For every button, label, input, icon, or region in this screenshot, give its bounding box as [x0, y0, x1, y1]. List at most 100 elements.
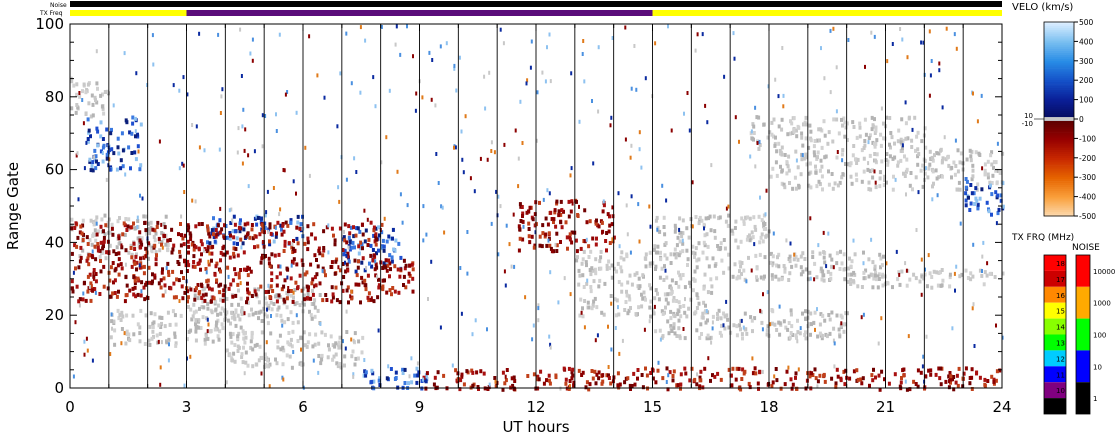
scatter-cell	[822, 119, 826, 124]
scatter-cell	[190, 317, 194, 322]
scatter-echo	[657, 360, 660, 365]
scatter-echo	[261, 144, 264, 149]
scatter-cell	[853, 252, 857, 257]
scatter-cell	[366, 243, 370, 247]
scatter-cell	[873, 144, 877, 149]
scatter-cell	[818, 373, 822, 378]
scatter-cell	[187, 244, 191, 249]
scatter-cell	[775, 328, 779, 332]
velocity-colorbar-step	[1044, 74, 1074, 77]
scatter-cell	[633, 272, 637, 277]
scatter-echo	[274, 225, 277, 230]
scatter-cell	[264, 296, 267, 301]
scatter-cell	[279, 223, 283, 228]
scatter-cell	[147, 265, 151, 270]
scatter-cell	[348, 231, 352, 236]
scatter-cell	[862, 146, 866, 150]
scatter-cell	[803, 333, 807, 337]
scatter-echo	[684, 297, 686, 302]
scatter-cell	[689, 297, 693, 302]
scatter-cell	[921, 184, 925, 189]
scatter-cell	[983, 162, 987, 167]
scatter-cell	[783, 269, 787, 274]
scatter-cell	[693, 377, 697, 382]
scatter-echo	[596, 333, 599, 338]
scatter-cell	[130, 131, 134, 136]
scatter-cell	[133, 116, 137, 121]
scatter-cell	[579, 297, 583, 302]
scatter-cell	[203, 341, 207, 346]
velocity-colorbar-step	[1044, 200, 1074, 203]
scatter-cell	[614, 313, 618, 318]
scatter-cell	[900, 376, 903, 380]
scatter-cell	[789, 377, 793, 382]
scatter-cell	[547, 378, 551, 383]
scatter-cell	[673, 223, 677, 228]
scatter-cell	[789, 312, 793, 317]
scatter-cell	[207, 262, 211, 267]
scatter-cell	[401, 371, 405, 375]
scatter-cell	[120, 266, 124, 271]
scatter-echo	[164, 289, 167, 294]
scatter-echo	[145, 295, 148, 300]
scatter-cell	[129, 225, 133, 230]
scatter-cell	[548, 243, 552, 248]
scatter-cell	[383, 278, 386, 283]
scatter-cell	[274, 294, 278, 299]
scatter-cell	[723, 314, 727, 319]
scatter-cell	[669, 252, 673, 257]
scatter-cell	[333, 344, 337, 349]
scatter-cell	[204, 292, 208, 297]
scatter-cell	[590, 369, 594, 373]
scatter-cell	[193, 297, 197, 302]
scatter-cell	[992, 379, 996, 384]
scatter-cell	[363, 239, 367, 244]
scatter-cell	[585, 380, 589, 385]
scatter-cell	[98, 248, 102, 253]
scatter-cell	[797, 125, 801, 130]
scatter-cell	[310, 302, 314, 306]
scatter-cell	[213, 272, 217, 277]
scatter-cell	[311, 288, 314, 293]
scatter-cell	[99, 224, 103, 229]
scatter-cell	[99, 269, 103, 274]
scatter-cell	[305, 344, 309, 349]
scatter-cell	[178, 249, 182, 254]
scatter-cell	[783, 266, 787, 271]
velocity-colorbar-step	[1044, 171, 1074, 174]
scatter-cell	[150, 281, 154, 286]
scatter-cell	[526, 374, 530, 378]
scatter-cell	[263, 226, 267, 230]
scatter-cell	[153, 273, 157, 278]
scatter-cell	[588, 268, 592, 272]
scatter-cell	[222, 244, 226, 249]
scatter-echo	[239, 27, 242, 32]
scatter-cell	[99, 149, 103, 154]
scatter-cell	[124, 248, 128, 253]
scatter-cell	[329, 334, 333, 339]
scatter-cell	[280, 318, 284, 323]
scatter-echo	[198, 318, 201, 323]
scatter-cell	[969, 158, 973, 163]
scatter-cell	[243, 222, 247, 227]
scatter-cell	[350, 296, 354, 301]
scatter-cell	[848, 256, 851, 261]
scatter-echo	[364, 38, 367, 43]
scatter-cell	[335, 298, 339, 303]
scatter-echo	[885, 261, 888, 266]
scatter-echo	[951, 326, 954, 331]
scatter-echo	[167, 358, 170, 363]
scatter-cell	[90, 93, 94, 98]
scatter-cell	[363, 278, 367, 283]
scatter-cell	[703, 243, 707, 248]
scatter-cell	[248, 266, 251, 271]
scatter-cell	[948, 371, 952, 375]
scatter-cell	[341, 262, 345, 266]
scatter-cell	[706, 333, 710, 338]
scatter-cell	[335, 257, 339, 262]
scatter-cell	[804, 309, 807, 314]
scatter-cell	[758, 143, 762, 147]
scatter-cell	[225, 348, 229, 353]
scatter-cell	[542, 381, 546, 386]
scatter-echo	[75, 153, 78, 158]
